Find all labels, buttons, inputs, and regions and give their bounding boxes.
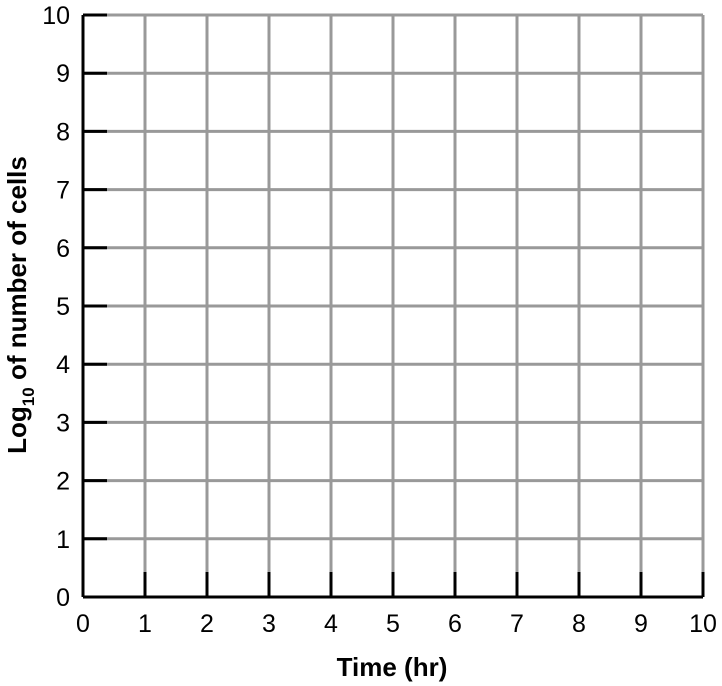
x-axis-title: Time (hr) — [337, 652, 448, 682]
x-tick-label-4: 4 — [324, 610, 338, 638]
y-axis-title-main: Log — [2, 406, 32, 454]
x-tick-label-10: 10 — [689, 610, 717, 638]
y-tick-label-5: 5 — [56, 293, 70, 321]
y-tick-label-8: 8 — [56, 118, 70, 146]
y-tick-label-7: 7 — [56, 177, 70, 205]
x-tick-label-1: 1 — [138, 610, 152, 638]
x-tick-label-0: 0 — [76, 610, 90, 638]
x-tick-label-8: 8 — [572, 610, 586, 638]
x-tick-label-9: 9 — [634, 610, 648, 638]
grid-lines — [83, 13, 705, 597]
x-tick-label-3: 3 — [262, 610, 276, 638]
y-tick-label-4: 4 — [56, 351, 70, 379]
y-tick-label-3: 3 — [56, 409, 70, 437]
x-tick-label-6: 6 — [448, 610, 462, 638]
y-axis-title-rest: of number of cells — [2, 156, 32, 387]
x-tick-label-2: 2 — [200, 610, 214, 638]
axes — [81, 13, 705, 599]
y-tick-label-6: 6 — [56, 235, 70, 263]
x-tick-label-5: 5 — [386, 610, 400, 638]
x-tick-label-7: 7 — [510, 610, 524, 638]
y-tick-labels: 0 1 2 3 4 5 6 7 8 9 10 — [42, 2, 70, 612]
y-tick-label-10: 10 — [42, 2, 70, 30]
y-tick-label-1: 1 — [56, 526, 70, 554]
y-tick-label-0: 0 — [56, 584, 70, 612]
y-axis-title-subscript: 10 — [19, 387, 38, 406]
y-axis-title: Log10 of number of cells — [2, 156, 38, 454]
y-tick-label-2: 2 — [56, 468, 70, 496]
x-tick-labels: 0 1 2 3 4 5 6 7 8 9 10 — [76, 610, 717, 638]
y-tick-label-9: 9 — [56, 60, 70, 88]
